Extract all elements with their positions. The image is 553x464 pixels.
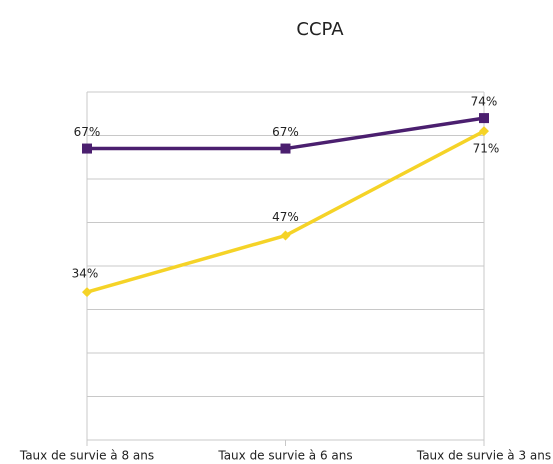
data-label: 67%: [272, 125, 299, 139]
data-label: 67%: [74, 125, 101, 139]
marker: [280, 230, 291, 241]
x-tick-label: Taux de survie à 3 ans: [416, 449, 551, 463]
data-label: 34%: [72, 267, 99, 281]
x-tick-label: Taux de survie à 8 ans: [19, 449, 154, 463]
x-tick-label: Taux de survie à 6 ans: [217, 449, 352, 463]
marker: [82, 143, 92, 154]
marker: [479, 113, 489, 124]
marker: [280, 143, 291, 154]
marker: [82, 287, 92, 298]
data-label: 47%: [272, 210, 299, 224]
marker: [479, 126, 489, 137]
chart-title: CCPA: [296, 19, 344, 40]
data-label: 71%: [473, 142, 500, 156]
data-label: 74%: [471, 95, 498, 109]
